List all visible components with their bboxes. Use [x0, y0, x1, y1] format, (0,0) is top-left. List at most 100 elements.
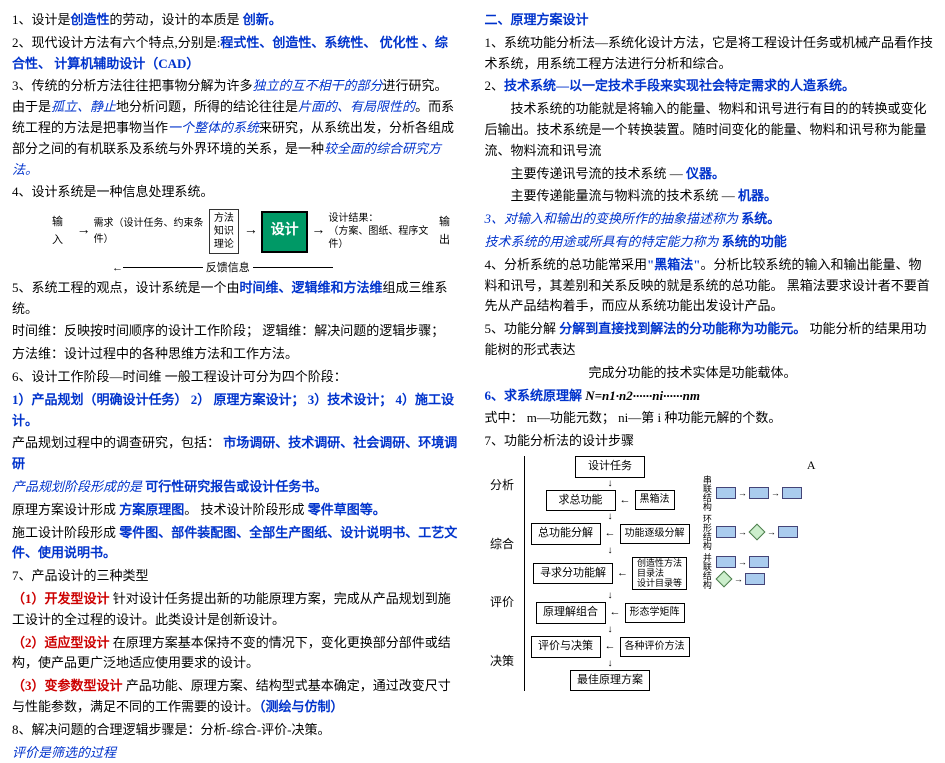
input-label: 输 入: [52, 214, 74, 249]
arrow-icon: ↓: [608, 593, 613, 599]
node-icon: [782, 487, 802, 499]
p8-note: 评价是筛选的过程: [12, 743, 461, 763]
keyword: 零件草图等。: [308, 502, 386, 517]
arrow-icon: ↓: [608, 627, 613, 633]
text: 。 技术设计阶段形成: [184, 502, 308, 517]
flow-step: 评价与决策: [531, 636, 601, 658]
em: 片面的、有局限性的: [298, 99, 415, 114]
arrow-icon: ↓: [608, 514, 613, 520]
r-p7: 7、功能分析法的设计步骤: [485, 431, 934, 452]
arrow-icon: ←: [617, 565, 628, 583]
flow-method: 创造性方法 目录法 设计目录等: [632, 557, 687, 591]
r-p6: 6、求系统原理解 N=n1·n2······ni······nm: [485, 386, 934, 407]
keyword: 创造性: [71, 12, 110, 27]
keyword: 方案原理图: [119, 502, 184, 517]
output-labels: 设计结果： （方案、图纸、程序文件）: [328, 212, 433, 251]
p8: 8、解决问题的合理逻辑步骤是：分析-综合-评价-决策。: [12, 720, 461, 741]
arrow-icon: →: [311, 220, 325, 242]
flow-step: 总功能分解: [531, 523, 601, 545]
p5: 5、系统工程的观点，设计系统是一个由时间维、逻辑维和方法维组成三维系统。: [12, 278, 461, 320]
keyword: 分解到直接找到解法的分功能称为功能元。: [559, 321, 806, 336]
r-p4: 4、分析系统的总功能常采用"黑箱法"。分析比较系统的输入和输出能量、物料和讯号，…: [485, 255, 934, 317]
node-icon: [749, 556, 769, 568]
arrow-icon: ←: [112, 262, 123, 274]
p6d: 产品规划阶段形成的是 可行性研究报告或设计任务书。: [12, 477, 461, 498]
decision-icon: [715, 571, 732, 588]
flow-main-col: 设计任务 ↓ 求总功能 ← 黑箱法 ↓ 总功能分解 ← 功能逐级分解 ↓ 寻求分…: [531, 456, 690, 691]
keyword: 系统。: [741, 211, 780, 226]
p5-method: 方法维：设计过程中的各种思维方法和工作方法。: [12, 344, 461, 365]
em: 一个整体的系统: [168, 120, 259, 135]
r-p3a: 3、对输入和输出的变换所作的抽象描述称为 系统。: [485, 209, 934, 230]
heading: （1）开发型设计: [12, 591, 110, 606]
flow-step: 设计任务: [575, 456, 645, 478]
text: 5、系统工程的观点，设计系统是一个由: [12, 280, 240, 295]
keyword: 时间维、逻辑维和方法维: [240, 280, 383, 295]
flow-method: 各种评价方法: [620, 637, 690, 657]
p3: 3、传统的分析方法往往把事物分解为许多独立的互不相干的部分进行研究。由于是孤立、…: [12, 76, 461, 180]
p7: 7、产品设计的三种类型: [12, 566, 461, 587]
text: 主要传递讯号流的技术系统 —: [511, 166, 687, 181]
flow-step: 最佳原理方案: [570, 670, 650, 692]
design-center-box: 设计: [261, 211, 309, 253]
keyword: "黑箱法": [647, 257, 700, 272]
decision-icon: [748, 524, 765, 541]
flow-method: 形态学矩阵: [625, 603, 685, 623]
parallel-structure: 并联结构 → →: [700, 553, 816, 589]
stage-label: 综合: [485, 535, 520, 554]
structure-mini-diagram: A 串联结构 →→ 环形结构 →→ 并联结构 → →: [696, 456, 816, 691]
mini-label: 环形结构: [700, 514, 714, 550]
arrow-icon: ←: [605, 638, 616, 656]
arrow-icon: ←: [620, 492, 631, 510]
node-icon: [778, 526, 798, 538]
text: 产品规划过程中的调查研究，包括：: [12, 435, 223, 450]
arrow-icon: ↓: [608, 548, 613, 554]
p7-1: （1）开发型设计 针对设计任务提出新的功能原理方案，完成从产品规划到施工设计的全…: [12, 589, 461, 631]
keyword: 技术系统—以一定技术手段来实现社会特定需求的人造系统。: [504, 78, 855, 93]
text: 1、设计是: [12, 12, 71, 27]
flow-stage-labels: 分析 综合 评价 决策: [485, 456, 525, 691]
formula: N=n1·n2······ni······nm: [585, 388, 700, 403]
r-p2d: 技术系统的功能就是将输入的能量、物料和讯号进行有目的的转换或变化后输出。技术系统…: [485, 99, 934, 161]
p1: 1、设计是创造性的劳动，设计的本质是 创新。: [12, 10, 461, 31]
p6e: 原理方案设计形成 方案原理图。 技术设计阶段形成 零件草图等。: [12, 500, 461, 521]
em: 独立的互不相干的部分: [253, 78, 383, 93]
stage-label: 评价: [485, 593, 520, 612]
text: 施工设计阶段形成: [12, 525, 119, 540]
node-icon: [745, 573, 765, 585]
text: 4、分析系统的总功能常采用: [485, 257, 648, 272]
flow-step: 寻求分功能解: [533, 563, 613, 585]
arrow-icon: ←: [605, 525, 616, 543]
feedback-row: ← 反馈信息: [112, 260, 461, 278]
r-p1: 1、系统功能分析法—系统化设计方法，它是将工程设计任务或机械产品看作技术系统，用…: [485, 33, 934, 75]
stage-label: 分析: [485, 476, 520, 495]
text: 技术系统的用途或所具有的特定能力称为: [485, 234, 722, 249]
p7-3: （3）变参数型设计 产品功能、原理方案、结构型式基本确定，通过改变尺寸与性能参数…: [12, 676, 461, 718]
text: 产品规划阶段形成的是: [12, 479, 145, 494]
feedback-label: 反馈信息: [206, 262, 250, 274]
flow-method: 功能逐级分解: [620, 524, 690, 544]
flow-step: 原理解组合: [536, 602, 606, 624]
arrow-icon: ←: [610, 604, 621, 622]
r-p5l2: 完成分功能的技术实体是功能载体。: [485, 363, 934, 384]
p4: 4、设计系统是一种信息处理系统。: [12, 182, 461, 203]
r-p2: 2、技术系统—以一定技术手段来实现社会特定需求的人造系统。: [485, 76, 934, 97]
text: （方案、图纸、程序文件）: [328, 225, 433, 251]
text: 2、现代设计方法有六个特点,分别是:: [12, 35, 220, 50]
p7-2: （2）适应型设计 在原理方案基本保持不变的情况下，变化更换部分部件或结构，使产品…: [12, 633, 461, 675]
em: 孤立、静止: [51, 99, 116, 114]
arrow-icon: →: [244, 220, 258, 242]
node-icon: [716, 556, 736, 568]
keyword: （测绘与仿制）: [259, 699, 344, 714]
req-label: 需求（设计任务、约束条件）: [94, 216, 207, 248]
label-a: A: [700, 456, 816, 475]
text: 地分析问题，所得的结论往往是: [116, 99, 298, 114]
p5-time: 时间维：反映按时间顺序的设计工作阶段； 逻辑维：解决问题的逻辑步骤；: [12, 321, 461, 342]
p6a: 6、设计工作阶段—时间维 一般工程设计可分为四个阶段：: [12, 367, 461, 388]
section-heading: 二、原理方案设计: [485, 10, 934, 31]
text: 主要传递能量流与物料流的技术系统 —: [511, 188, 739, 203]
r-p6d: 式中： m—功能元数； ni—第 i 种功能元解的个数。: [485, 408, 934, 429]
right-column: 二、原理方案设计 1、系统功能分析法—系统化设计方法，它是将工程设计任务或机械产…: [473, 0, 945, 669]
text: 设计结果：: [328, 212, 433, 225]
output-label: 输 出: [439, 214, 461, 249]
